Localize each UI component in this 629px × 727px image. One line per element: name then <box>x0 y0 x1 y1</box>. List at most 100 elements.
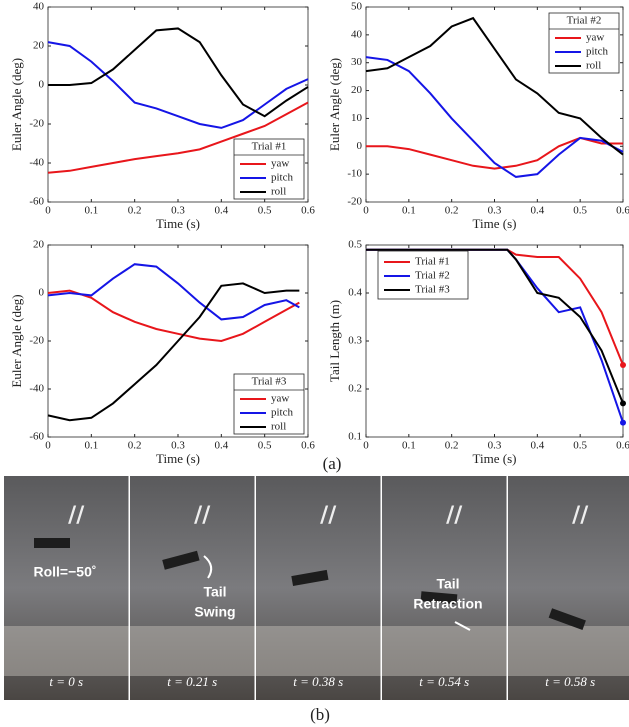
ceiling-light: // <box>68 503 85 528</box>
legend-label: roll <box>271 421 286 433</box>
series-line <box>47 101 309 174</box>
time-label: t = 0 s <box>49 674 83 689</box>
end-marker <box>620 419 626 426</box>
robot <box>291 569 329 587</box>
x-tick-label: 0 <box>363 205 369 217</box>
annotation: Retraction <box>413 596 482 612</box>
annotation: Tail <box>436 576 459 592</box>
legend-label: yaw <box>586 32 604 44</box>
legend-title: Trial #3 <box>252 376 287 388</box>
x-tick-label: 0.5 <box>258 205 272 217</box>
retraction-arrow <box>454 621 471 631</box>
time-label: t = 0.21 s <box>167 674 217 689</box>
y-tick-label: -20 <box>29 335 44 347</box>
series-line <box>366 248 624 404</box>
annotation: Tail <box>203 584 226 600</box>
x-tick-label: 0.3 <box>488 205 502 217</box>
legend-box <box>548 12 620 74</box>
y-tick-label: 40 <box>351 28 363 40</box>
annotation: Swing <box>194 604 235 620</box>
x-tick-label: 0.6 <box>616 440 629 452</box>
caption-a: (a) <box>323 454 342 473</box>
series-line <box>47 282 300 422</box>
end-marker <box>620 400 626 407</box>
series-line <box>47 263 300 321</box>
y-tick-label: 0.5 <box>348 239 362 251</box>
annotation: Roll=−50˚ <box>33 564 96 580</box>
net <box>382 626 507 676</box>
y-axis-label: Euler Angle (deg) <box>327 58 342 151</box>
legend-label: roll <box>586 60 601 72</box>
y-tick-label: 40 <box>33 1 45 13</box>
ceiling-light: // <box>320 503 337 528</box>
y-tick-label: 30 <box>351 56 363 68</box>
y-tick-label: 0.3 <box>348 335 362 347</box>
x-tick-label: 0 <box>45 440 51 452</box>
legend-label: Trial #3 <box>415 284 450 296</box>
x-tick-label: 0.5 <box>573 205 587 217</box>
robot <box>162 550 200 570</box>
photo-strip: // t = 0 s // t = 0.21 s // t = 0.38 s // t = 0… <box>4 476 629 700</box>
x-tick-label: 0.2 <box>445 205 459 217</box>
net <box>4 626 129 676</box>
y-tick-label: 0.1 <box>348 431 362 443</box>
caption-b: (b) <box>310 705 330 724</box>
legend-title: Trial #1 <box>252 141 287 153</box>
time-label: t = 0.58 s <box>545 674 595 689</box>
y-tick-label: 20 <box>33 239 45 251</box>
y-tick-label: -40 <box>29 383 44 395</box>
legend-label: Trial #2 <box>415 270 450 282</box>
x-tick-label: 0.1 <box>402 440 416 452</box>
x-axis-label: Time (s) <box>473 216 517 231</box>
y-tick-label: 50 <box>351 1 363 13</box>
net <box>256 626 381 676</box>
ceiling-light: // <box>572 503 589 528</box>
x-tick-label: 0.1 <box>84 205 98 217</box>
swing-arrow <box>203 555 213 579</box>
y-tick-label: 0 <box>39 287 45 299</box>
x-tick-label: 0.4 <box>214 440 228 452</box>
x-axis-label: Time (s) <box>473 451 517 466</box>
y-axis-label: Euler Angle (deg) <box>9 58 24 151</box>
x-axis-label: Time (s) <box>156 451 200 466</box>
end-marker <box>620 362 626 368</box>
series-line <box>47 289 300 343</box>
legend-title: Trial #2 <box>567 15 602 27</box>
x-tick-label: 0.1 <box>402 205 416 217</box>
legend-box <box>233 138 305 200</box>
series-line <box>365 56 624 178</box>
series-line <box>48 27 309 118</box>
y-tick-label: 20 <box>33 40 45 52</box>
x-tick-label: 0.1 <box>84 440 98 452</box>
y-tick-label: -60 <box>29 431 44 443</box>
y-tick-label: -10 <box>347 168 362 180</box>
x-tick-label: 0.2 <box>128 440 142 452</box>
x-tick-label: 0.5 <box>258 440 272 452</box>
x-tick-label: 0.3 <box>171 205 185 217</box>
robot <box>420 591 458 605</box>
x-tick-label: 0.6 <box>616 205 629 217</box>
robot <box>34 538 70 548</box>
time-label: t = 0.38 s <box>293 674 343 689</box>
y-tick-label: 0 <box>357 140 363 152</box>
x-tick-label: 0.2 <box>128 205 142 217</box>
x-tick-label: 0.4 <box>214 205 228 217</box>
y-tick-label: -40 <box>29 157 44 169</box>
series-line <box>47 41 309 129</box>
net <box>130 626 255 676</box>
series-line <box>365 16 624 156</box>
x-tick-label: 0 <box>45 205 51 217</box>
x-tick-label: 0.3 <box>488 440 502 452</box>
y-tick-label: -60 <box>29 196 44 208</box>
y-tick-label: 0.4 <box>348 287 362 299</box>
robot <box>548 608 586 630</box>
x-tick-label: 0.3 <box>171 440 185 452</box>
x-tick-label: 0 <box>363 440 369 452</box>
legend-label: pitch <box>271 407 293 419</box>
x-tick-label: 0.2 <box>445 440 459 452</box>
legend-label: pitch <box>586 46 608 58</box>
y-axis-label: Euler Angle (deg) <box>9 294 24 387</box>
x-tick-label: 0.6 <box>301 440 315 452</box>
ceiling-light: // <box>446 503 463 528</box>
